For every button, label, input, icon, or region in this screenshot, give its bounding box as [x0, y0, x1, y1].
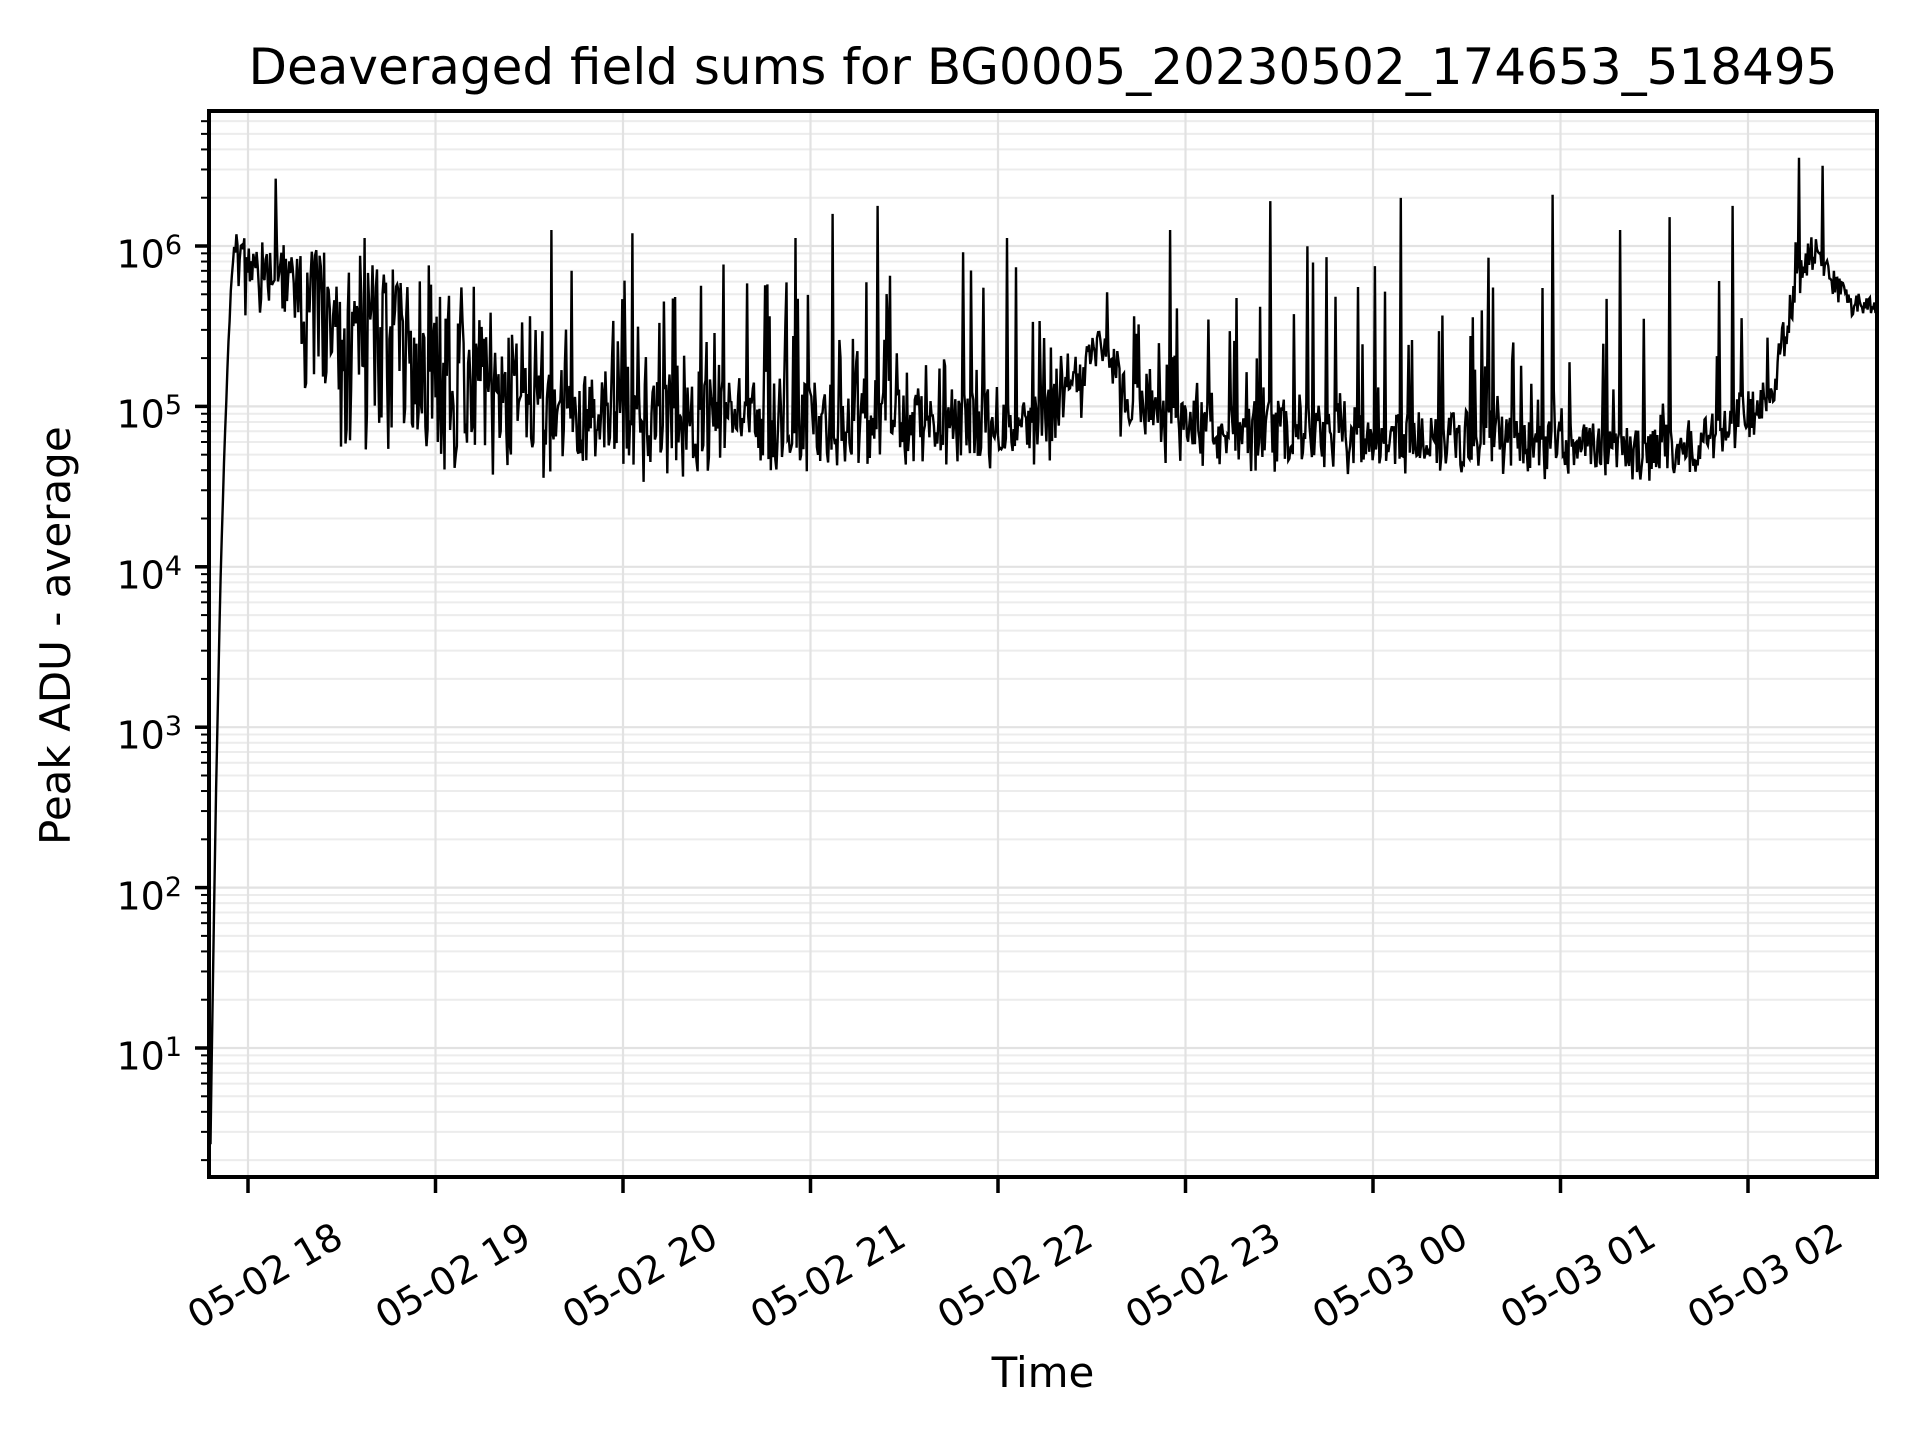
x-axis-label: Time: [991, 1348, 1095, 1397]
y-tick-label: 102: [116, 871, 182, 919]
y-tick-label: 101: [116, 1032, 182, 1079]
y-tick-label: 104: [116, 550, 182, 598]
y-tick-label: 105: [116, 390, 182, 438]
y-axis-label: Peak ADU - average: [31, 426, 80, 845]
data-series-line: [209, 157, 1878, 1145]
y-tick-label: 106: [116, 230, 182, 277]
y-tick-label: 103: [116, 711, 182, 758]
chart-title: Deaveraged field sums for BG0005_2023050…: [248, 38, 1838, 96]
